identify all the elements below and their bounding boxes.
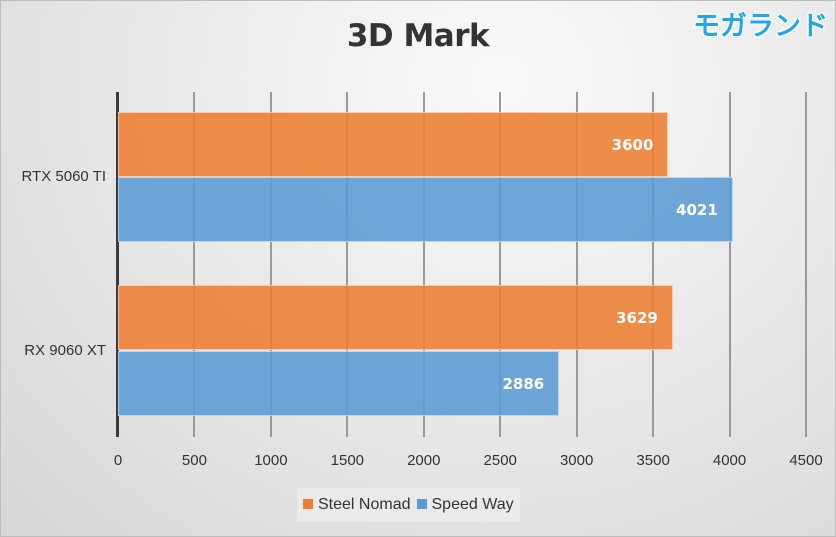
data-label: 3629 bbox=[616, 308, 658, 327]
y-axis-line bbox=[116, 92, 119, 437]
brand-watermark: モガランド bbox=[693, 11, 828, 42]
bar-steel-nomad: 3629 bbox=[118, 285, 673, 350]
legend-item-steel-nomad: Steel Nomad bbox=[303, 496, 411, 514]
gridline bbox=[499, 92, 502, 437]
gridline bbox=[728, 92, 731, 437]
gridline bbox=[422, 92, 425, 437]
x-tick-label: 2500 bbox=[483, 452, 517, 469]
x-tick-label: 4000 bbox=[712, 452, 747, 469]
x-tick-label: 3500 bbox=[636, 452, 670, 469]
x-tick-label: 500 bbox=[181, 452, 207, 469]
x-tick-label: 3000 bbox=[559, 452, 594, 469]
category-label: RTX 5060 TI bbox=[21, 168, 107, 185]
legend-item-speed-way: Speed Way bbox=[416, 496, 514, 514]
x-tick-label: 4500 bbox=[789, 452, 823, 469]
legend: Steel Nomad Speed Way bbox=[297, 488, 520, 522]
x-tick-label: 1500 bbox=[330, 452, 365, 469]
gridline bbox=[346, 92, 349, 437]
x-tick-label: 1000 bbox=[254, 452, 288, 469]
x-tick-label: 2000 bbox=[407, 452, 441, 469]
gridline bbox=[193, 92, 196, 437]
bar-speed-way: 2886 bbox=[118, 351, 560, 416]
gridline bbox=[805, 92, 807, 437]
gridline bbox=[269, 92, 272, 437]
gridline bbox=[575, 92, 578, 437]
legend-swatch-blue bbox=[416, 499, 427, 509]
x-tick-label: 0 bbox=[113, 452, 123, 469]
bar-steel-nomad: 3600 bbox=[118, 112, 669, 177]
data-label: 4021 bbox=[676, 200, 718, 219]
legend-swatch-orange bbox=[303, 499, 313, 509]
data-label: 3600 bbox=[611, 135, 654, 154]
data-label: 2886 bbox=[502, 374, 545, 393]
bar-speed-way: 4021 bbox=[118, 177, 733, 242]
category-label: RX 9060 XT bbox=[24, 342, 106, 359]
gridline bbox=[652, 92, 655, 437]
chart-title: 3D Mark bbox=[346, 18, 490, 54]
